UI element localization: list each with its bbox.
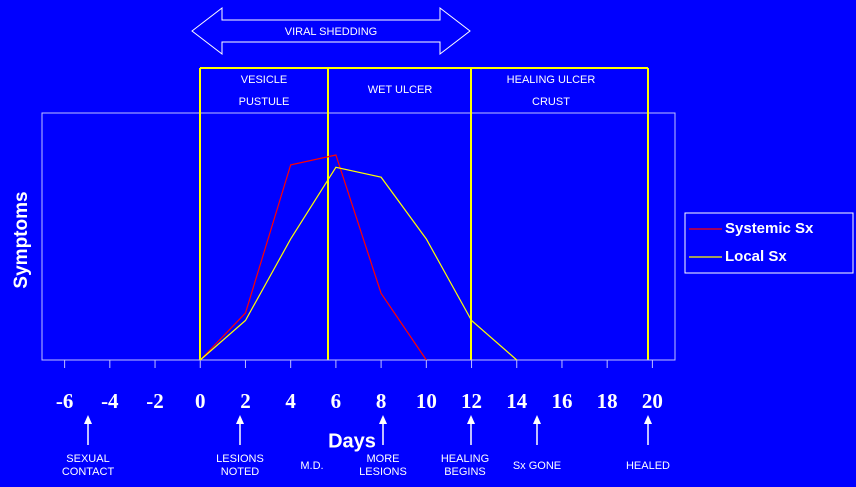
stage-label: CRUST xyxy=(532,96,570,108)
x-tick-label: -4 xyxy=(101,389,119,413)
x-tick-label: 8 xyxy=(376,389,387,413)
y-axis-label: Symptoms xyxy=(11,191,32,288)
event-arrowhead xyxy=(236,415,244,424)
event-arrowhead xyxy=(467,415,475,424)
shedding-label: VIRAL SHEDDING xyxy=(285,26,378,38)
x-tick-label: 20 xyxy=(642,389,663,413)
event-label: M.D. xyxy=(300,460,323,472)
event-arrowhead xyxy=(644,415,652,424)
event-label: Sx GONE xyxy=(513,460,561,472)
x-tick-label: 0 xyxy=(195,389,206,413)
x-tick-label: 16 xyxy=(551,389,572,413)
x-tick-label: 4 xyxy=(285,389,296,413)
shedding-arrow xyxy=(191,6,471,56)
x-tick-label: -2 xyxy=(146,389,164,413)
event-label: HEALING xyxy=(441,453,489,465)
stage-frame xyxy=(199,67,649,360)
event-label: HEALED xyxy=(626,460,670,472)
x-tick-label: 2 xyxy=(240,389,251,413)
x-tick-label: 14 xyxy=(506,389,528,413)
legend xyxy=(684,212,854,274)
event-arrowhead xyxy=(533,415,541,424)
event-arrowhead xyxy=(84,415,92,424)
legend-label: Systemic Sx xyxy=(725,220,814,237)
event-label: LESIONS xyxy=(216,453,264,465)
event-label: MORE xyxy=(367,453,400,465)
series-line xyxy=(199,154,427,361)
event-label: NOTED xyxy=(221,466,260,478)
event-arrowhead xyxy=(379,415,387,424)
x-tick-label: 12 xyxy=(461,389,482,413)
x-tick-label: 6 xyxy=(331,389,342,413)
x-tick-label: -6 xyxy=(56,389,74,413)
x-tick-label: 18 xyxy=(597,389,618,413)
event-label: BEGINS xyxy=(444,466,486,478)
event-label: LESIONS xyxy=(359,466,407,478)
series-line xyxy=(199,166,518,361)
stage-label: HEALING ULCER xyxy=(507,74,596,86)
event-label: SEXUAL xyxy=(66,453,109,465)
plot-area xyxy=(41,112,676,361)
x-tick-label: 10 xyxy=(416,389,437,413)
stage-label: PUSTULE xyxy=(239,96,290,108)
x-axis-label: Days xyxy=(328,430,376,452)
stage-label: VESICLE xyxy=(241,74,287,86)
stage-label: WET ULCER xyxy=(368,84,433,96)
event-label: CONTACT xyxy=(62,466,115,478)
legend-label: Local Sx xyxy=(725,248,787,265)
